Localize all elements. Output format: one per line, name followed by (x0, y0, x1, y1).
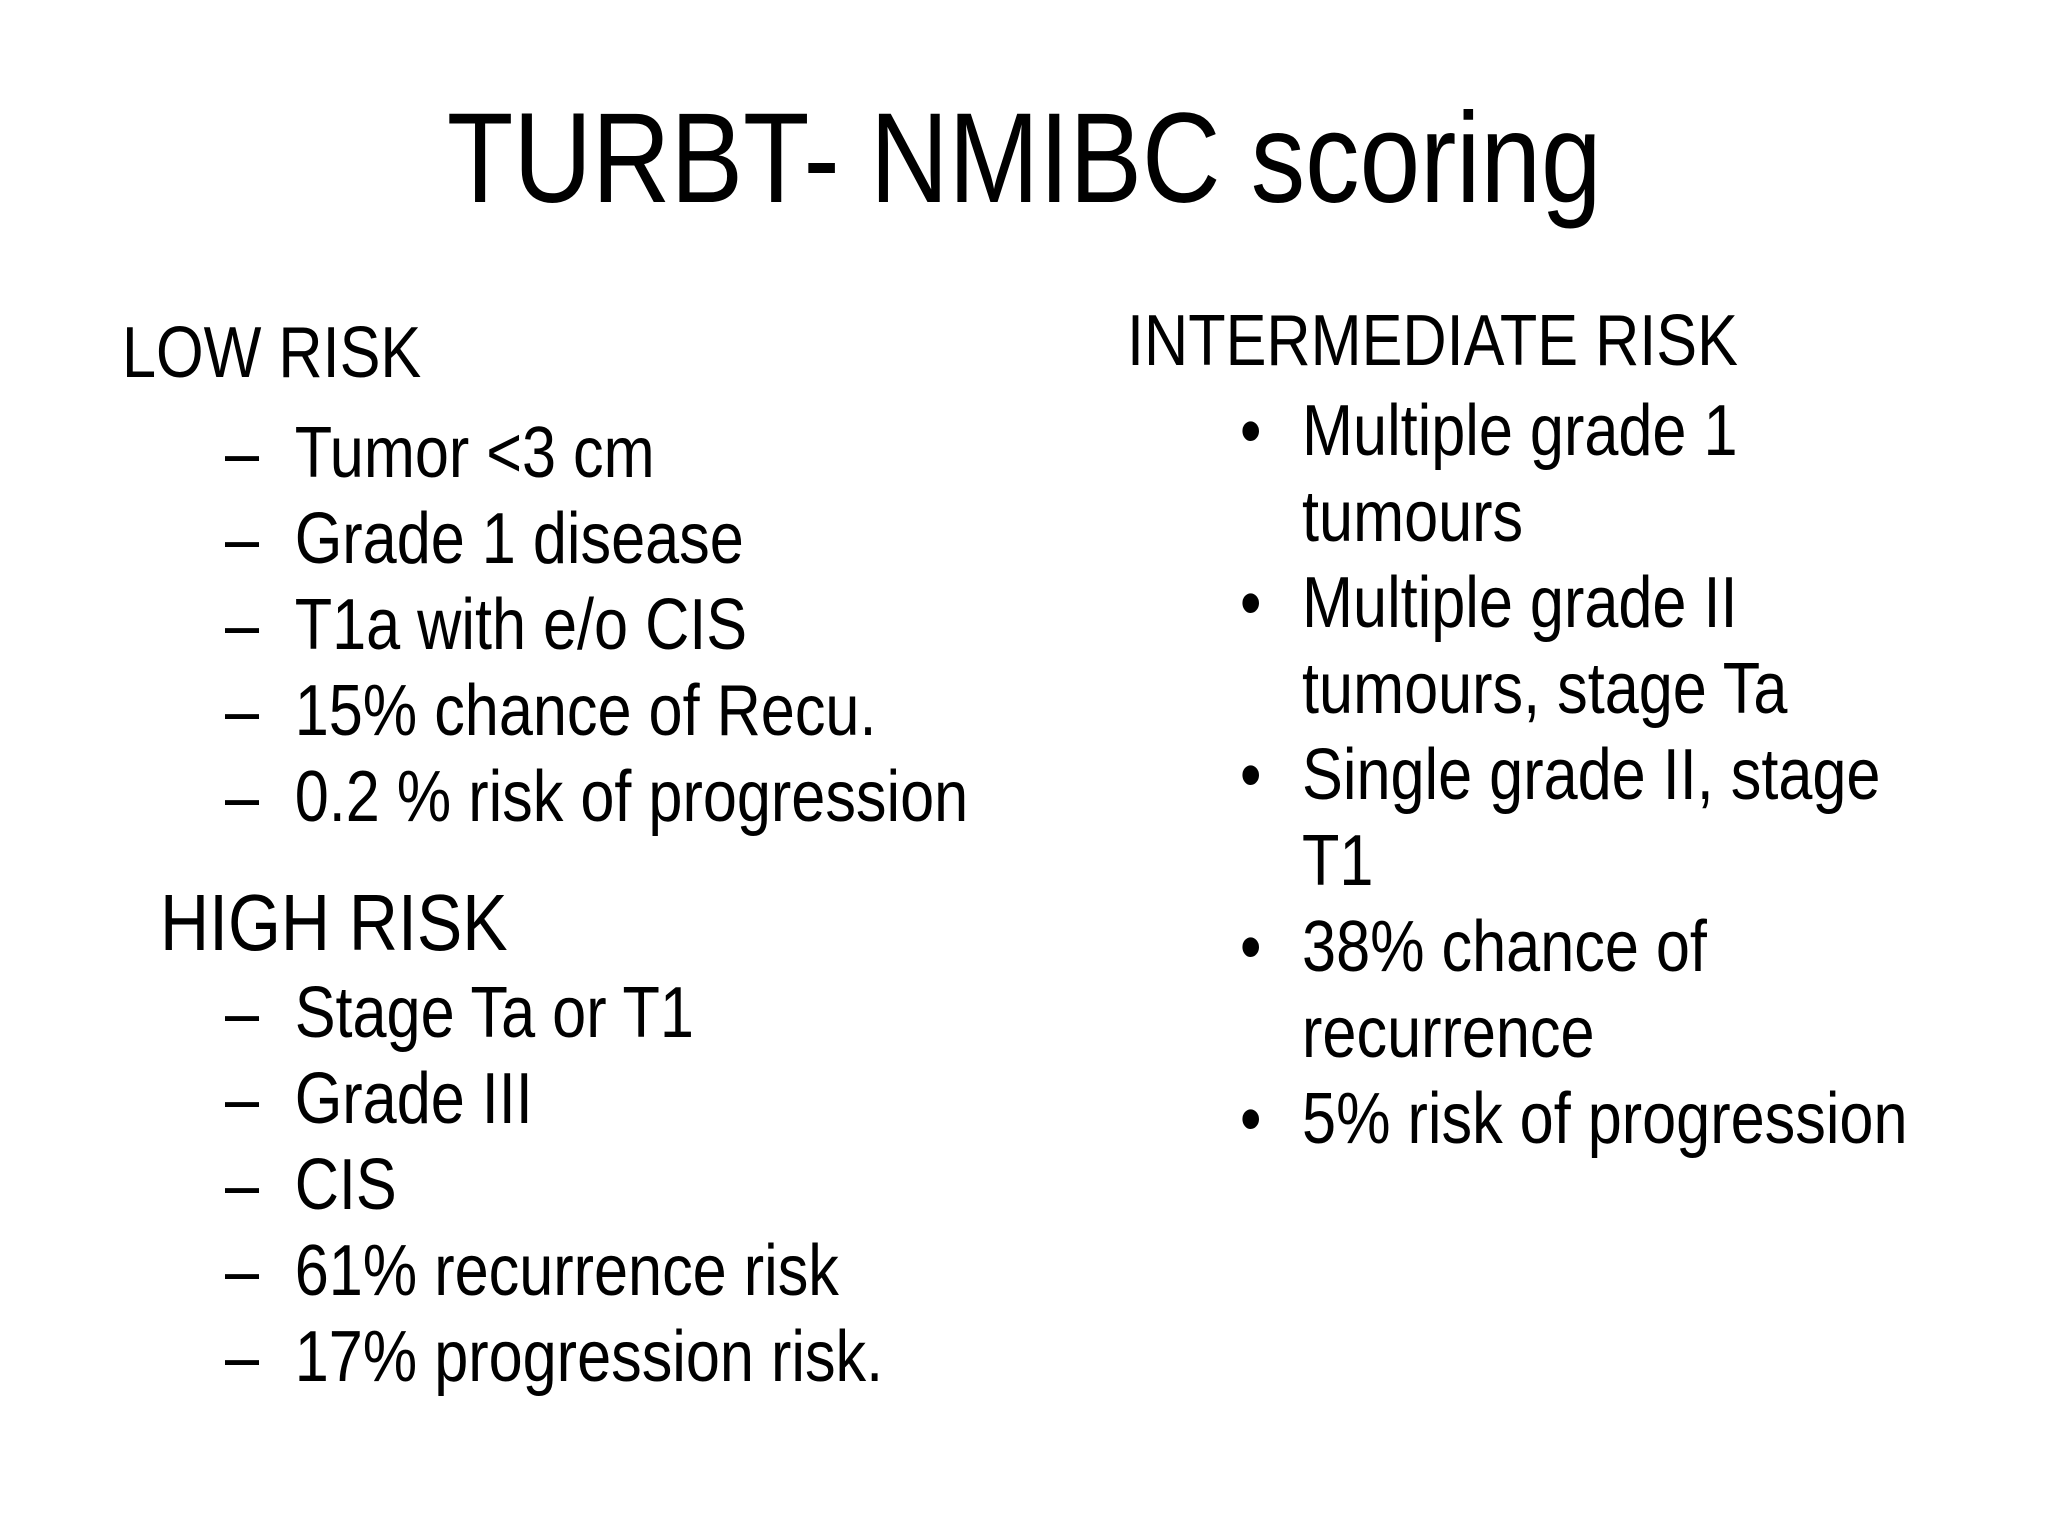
low-risk-list: – Tumor <3 cm – Grade 1 disease – T1a wi… (225, 410, 1099, 840)
dash-bullet: – (225, 757, 260, 837)
dot-bullet: • (1240, 563, 1262, 643)
list-item: – CIS (225, 1142, 883, 1228)
list-item: – 61% recurrence risk (225, 1228, 883, 1314)
dot-bullet: • (1240, 907, 1262, 987)
dash-bullet: – (225, 671, 260, 751)
list-item: – 0.2 % risk of progression (225, 754, 968, 840)
low-risk-heading: LOW RISK (122, 313, 422, 393)
dash-bullet: – (225, 973, 260, 1053)
dash-bullet: – (225, 499, 260, 579)
dash-bullet: – (225, 1231, 260, 1311)
list-item-text: Multiple grade 1 tumours (1302, 391, 1738, 557)
list-item: • Single grade II, stage T1 (1240, 732, 1931, 904)
list-item: • Multiple grade 1 tumours (1240, 388, 1931, 560)
high-risk-list: – Stage Ta or T1 – Grade III – CIS – 61%… (225, 970, 999, 1400)
list-item: – Tumor <3 cm (225, 410, 968, 496)
list-item: • Multiple grade II tumours, stage Ta (1240, 560, 1931, 732)
list-item: – Stage Ta or T1 (225, 970, 883, 1056)
list-item-text: Multiple grade II tumours, stage Ta (1302, 563, 1788, 729)
dot-bullet: • (1240, 1079, 1262, 1159)
list-item: • 38% chance of recurrence (1240, 904, 1931, 1076)
slide-title-text: TURBT- NMIBC scoring (446, 87, 1602, 230)
dash-bullet: – (225, 1317, 260, 1397)
intermediate-risk-heading: INTERMEDIATE RISK (1127, 301, 1738, 381)
list-item: – Grade 1 disease (225, 496, 968, 582)
list-item-text: 17% progression risk. (294, 1317, 884, 1397)
list-item-text: 0.2 % risk of progression (294, 757, 969, 837)
list-item-text: CIS (294, 1145, 397, 1225)
list-item: – 15% chance of Recu. (225, 668, 968, 754)
dash-bullet: – (225, 585, 260, 665)
list-item-text: 38% chance of recurrence (1302, 907, 1707, 1073)
list-item-text: Grade 1 disease (294, 499, 744, 579)
list-item-text: 15% chance of Recu. (294, 671, 877, 751)
high-risk-heading: HIGH RISK (160, 878, 508, 967)
dot-bullet: • (1240, 735, 1262, 815)
dot-bullet: • (1240, 391, 1262, 471)
list-item-text: 61% recurrence risk (294, 1231, 839, 1311)
list-item-text: Grade III (294, 1059, 533, 1139)
list-item-text: Single grade II, stage T1 (1302, 735, 1881, 901)
slide-title: TURBT- NMIBC scoring (0, 82, 2048, 236)
list-item-text: Tumor <3 cm (294, 413, 655, 493)
list-item-text: T1a with e/o CIS (294, 585, 748, 665)
list-item: – 17% progression risk. (225, 1314, 883, 1400)
list-item-text: 5% risk of progression (1302, 1079, 1908, 1159)
dash-bullet: – (225, 413, 260, 493)
list-item: – Grade III (225, 1056, 883, 1142)
list-item-text: Stage Ta or T1 (294, 973, 694, 1053)
list-item: • 5% risk of progression (1240, 1076, 1931, 1162)
list-item: – T1a with e/o CIS (225, 582, 968, 668)
dash-bullet: – (225, 1145, 260, 1225)
dash-bullet: – (225, 1059, 260, 1139)
intermediate-risk-list: • Multiple grade 1 tumours • Multiple gr… (1240, 388, 2048, 1162)
